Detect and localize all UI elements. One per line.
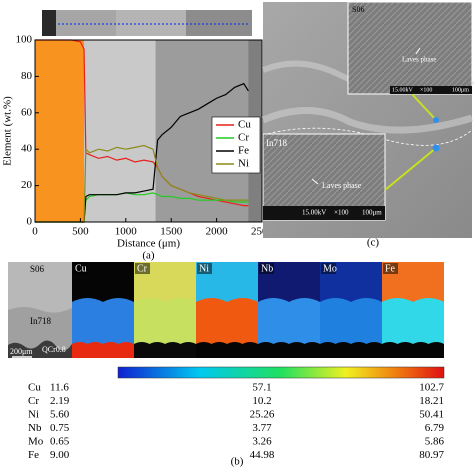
table-min: 11.6	[50, 382, 69, 394]
y-tick-label: 0	[27, 216, 33, 228]
eds-maps: Cu Cu 11.6 57.1 102.7 Cr Cr 2.19 10.2 18.21 Ni Ni 5.…	[28, 262, 445, 461]
map-layer	[382, 342, 444, 358]
inset-scale: 100μm	[452, 87, 469, 93]
table-mid: 3.77	[252, 422, 272, 434]
inset-scale: 100μm	[362, 209, 382, 217]
map-label-bg	[197, 263, 212, 274]
map-layer	[134, 342, 196, 358]
map-layer	[72, 298, 134, 358]
x-tick-label: 2000	[206, 226, 229, 238]
table-element: Fe	[28, 449, 39, 461]
x-tick-label: 1500	[160, 226, 183, 238]
map-label-bg	[135, 263, 150, 274]
map-layer	[72, 342, 134, 358]
table-max: 6.79	[425, 422, 445, 434]
map-layer	[258, 342, 320, 358]
inset-label: S06	[352, 5, 364, 14]
table-min: 0.65	[50, 436, 70, 448]
x-axis-label: Distance (μm)	[117, 238, 180, 250]
table-min: 0.75	[50, 422, 70, 434]
map-layer	[382, 298, 444, 358]
table-max: 18.21	[419, 395, 444, 407]
map-label-bg	[259, 263, 274, 274]
map-label: Fe	[385, 263, 396, 274]
legend-label: Cr	[238, 132, 249, 144]
feature-label: Laves phase	[322, 181, 362, 190]
table-element: Cr	[28, 395, 39, 407]
map-label: Mo	[323, 263, 337, 274]
table-mid: 57.1	[252, 382, 271, 394]
map-layer	[196, 342, 258, 358]
y-tick-label: 40	[21, 143, 33, 155]
x-tick-label: 500	[72, 226, 89, 238]
y-tick-label: 80	[21, 70, 33, 82]
map-label-bg	[321, 263, 336, 274]
scale-bar-label: 200μm	[10, 347, 33, 356]
map-layer	[320, 298, 382, 358]
table-max: 50.41	[419, 409, 444, 421]
inset-voltage: 15.00kV	[302, 209, 326, 217]
plot-frame	[34, 39, 263, 223]
table-max: 5.86	[425, 436, 445, 448]
table-mid: 3.26	[252, 436, 272, 448]
section-image: S06 In718 QCr0.8 200μm (b)	[8, 262, 445, 468]
table-element: Ni	[28, 409, 39, 421]
table-min: 2.19	[50, 395, 70, 407]
map-layer	[196, 298, 258, 358]
map-label: Ni	[199, 263, 209, 274]
legend-label: Cu	[238, 119, 251, 131]
table-element: Nb	[28, 422, 42, 434]
inset-magnification: ×100	[420, 87, 432, 93]
map-label-bg	[383, 263, 398, 274]
legend-label: Fe	[238, 145, 249, 157]
series-line	[35, 39, 249, 207]
region-band	[35, 40, 85, 222]
inset-label: In718	[266, 138, 287, 148]
map-label: Cu	[75, 263, 87, 274]
layer-label: QCr0.8	[42, 345, 66, 354]
inset-voltage: 15.00kV	[392, 87, 414, 93]
feature-label: Laves phase	[402, 56, 436, 64]
table-mid: 10.2	[252, 395, 271, 407]
table-min: 5.60	[50, 409, 70, 421]
table-max: 102.7	[419, 382, 444, 394]
line-scan-strip	[42, 10, 252, 36]
y-axis-label: Element (wt.%)	[2, 96, 14, 166]
y-tick-label: 20	[21, 179, 33, 191]
x-tick-label: 1000	[115, 226, 138, 238]
table-mid: 25.26	[250, 409, 275, 421]
micrograph: S06 Laves phase 15.00kV ×100 100μm In718…	[261, 1, 474, 249]
map-layer	[320, 342, 382, 358]
table-max: 80.97	[419, 449, 444, 461]
y-tick-label: 100	[16, 34, 33, 46]
panel-label: (c)	[367, 237, 380, 249]
map-layer	[134, 298, 196, 358]
table-element: Mo	[28, 436, 44, 448]
legend-label: Ni	[238, 158, 249, 170]
map-label-bg	[73, 263, 88, 274]
table-mid: 44.98	[250, 449, 275, 461]
map-layer	[258, 298, 320, 358]
panel-label: (a)	[142, 250, 155, 262]
table-min: 9.00	[50, 449, 70, 461]
inset-magnification: ×100	[334, 209, 349, 217]
x-tick-label: 0	[32, 226, 38, 238]
map-label: Cr	[137, 263, 148, 274]
map-label: Nb	[261, 263, 273, 274]
panel-label: (b)	[231, 456, 244, 468]
layer-label: S06	[30, 264, 45, 274]
layer-label: In718	[30, 316, 51, 326]
y-tick-label: 60	[21, 106, 33, 118]
line-chart: 0 500 1000 1500 2000 2500020406080100Distance…	[2, 34, 274, 262]
table-element: Cu	[28, 382, 41, 394]
